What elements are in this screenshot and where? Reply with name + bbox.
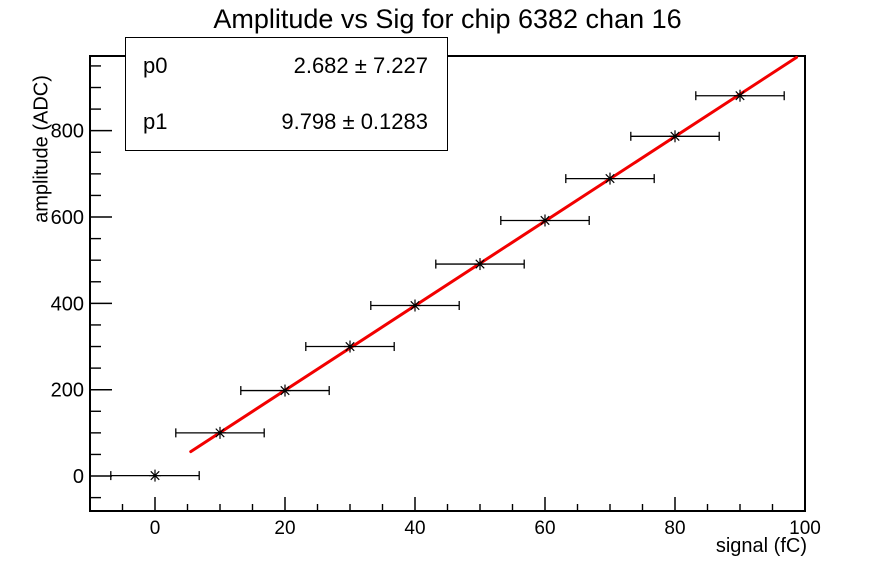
x-tick-label: 40 xyxy=(404,518,425,539)
x-tick-label: 100 xyxy=(789,518,821,539)
y-axis-title: amplitude (ADC) xyxy=(30,75,53,223)
marker-asterisk xyxy=(345,341,355,352)
y-tick-label: 600 xyxy=(51,207,84,229)
x-tick-label: 0 xyxy=(150,518,161,539)
marker-asterisk xyxy=(475,259,485,269)
chart-title: Amplitude vs Sig for chip 6382 chan 16 xyxy=(213,4,682,34)
marker-asterisk xyxy=(735,91,745,101)
y-tick-label: 0 xyxy=(73,466,84,488)
fit-stats-box: p0 2.682 ± 7.227 p1 9.798 ± 0.1283 xyxy=(125,37,448,151)
x-tick-label: 60 xyxy=(534,518,555,539)
x-tick-label: 80 xyxy=(664,518,685,539)
marker-asterisk xyxy=(605,173,615,184)
marker-asterisk xyxy=(215,428,225,438)
stats-row-p0: p0 2.682 ± 7.227 xyxy=(126,38,447,94)
y-tick-label: 200 xyxy=(51,380,84,402)
param-name-p1: p1 xyxy=(143,109,168,134)
stats-row-p1: p1 9.798 ± 0.1283 xyxy=(126,94,447,150)
marker-asterisk xyxy=(280,385,290,396)
y-tick-label: 400 xyxy=(51,293,84,315)
marker-asterisk xyxy=(410,300,420,311)
fit-line xyxy=(189,55,799,454)
param-name-p0: p0 xyxy=(143,53,168,78)
y-tick-label: 800 xyxy=(51,121,84,143)
param-value-p0: 2.682 ± 7.227 xyxy=(293,53,428,78)
x-tick-label: 20 xyxy=(274,518,295,539)
marker-asterisk xyxy=(670,131,680,141)
marker-asterisk xyxy=(150,470,160,481)
param-value-p1: 9.798 ± 0.1283 xyxy=(281,109,428,134)
x-axis-title: signal (fC) xyxy=(715,535,807,557)
marker-asterisk xyxy=(540,215,550,226)
